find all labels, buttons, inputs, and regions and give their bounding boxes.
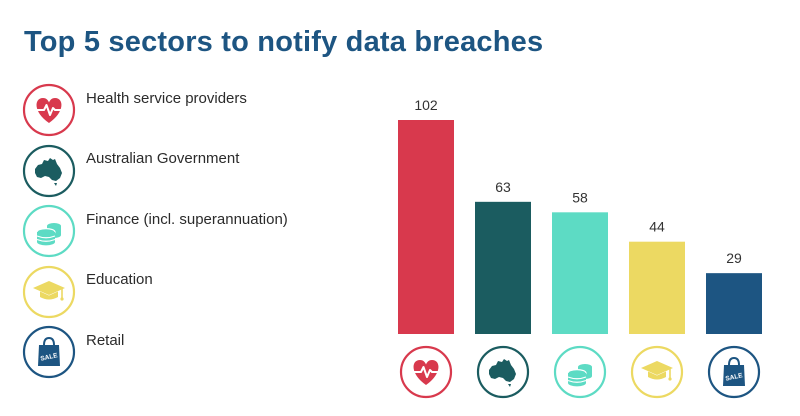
shopping-bag-icon: SALE bbox=[22, 325, 76, 379]
coins-icon bbox=[22, 204, 76, 258]
axis-coins-icon bbox=[553, 345, 607, 399]
legend-item-health: Health service providers bbox=[22, 83, 288, 137]
legend-label-retail: Retail bbox=[86, 331, 125, 349]
legend-item-government: Australian Government bbox=[22, 144, 288, 198]
legend: Health service providers Australian Gove… bbox=[22, 83, 288, 386]
axis-graduation-cap-icon bbox=[630, 345, 684, 399]
graduation-cap-icon bbox=[22, 265, 76, 318]
legend-item-education: Education bbox=[22, 265, 288, 319]
bar-finance bbox=[552, 212, 608, 334]
bar-government bbox=[475, 201, 531, 334]
australia-map-icon bbox=[22, 144, 76, 197]
bar-retail bbox=[706, 273, 762, 334]
sale-tag-text: SALE bbox=[40, 352, 59, 363]
bar-education bbox=[629, 241, 685, 334]
legend-label-finance: Finance (incl. superannuation) bbox=[86, 210, 288, 228]
category-icons: SALE bbox=[399, 345, 761, 399]
value-labels: 102 63 58 44 29 bbox=[414, 97, 742, 266]
bars bbox=[398, 120, 762, 334]
legend-item-finance: Finance (incl. superannuation) bbox=[22, 204, 288, 258]
value-label-finance: 58 bbox=[572, 189, 588, 205]
heart-pulse-icon bbox=[22, 83, 76, 137]
value-label-retail: 29 bbox=[726, 250, 742, 266]
value-label-education: 44 bbox=[649, 219, 665, 235]
legend-label-education: Education bbox=[86, 271, 153, 288]
axis-shopping-bag-icon: SALE bbox=[707, 345, 761, 399]
svg-text:SALE: SALE bbox=[725, 372, 744, 383]
axis-australia-map-icon bbox=[476, 345, 530, 399]
chart-title: Top 5 sectors to notify data breaches bbox=[24, 26, 544, 58]
legend-item-retail: SALE Retail bbox=[22, 325, 288, 379]
axis-heart-pulse-icon bbox=[399, 345, 453, 399]
legend-label-health: Health service providers bbox=[86, 89, 247, 107]
bar-health bbox=[398, 120, 454, 334]
value-label-health: 102 bbox=[414, 97, 438, 113]
value-label-government: 63 bbox=[495, 179, 511, 195]
legend-label-government: Australian Government bbox=[86, 150, 240, 167]
